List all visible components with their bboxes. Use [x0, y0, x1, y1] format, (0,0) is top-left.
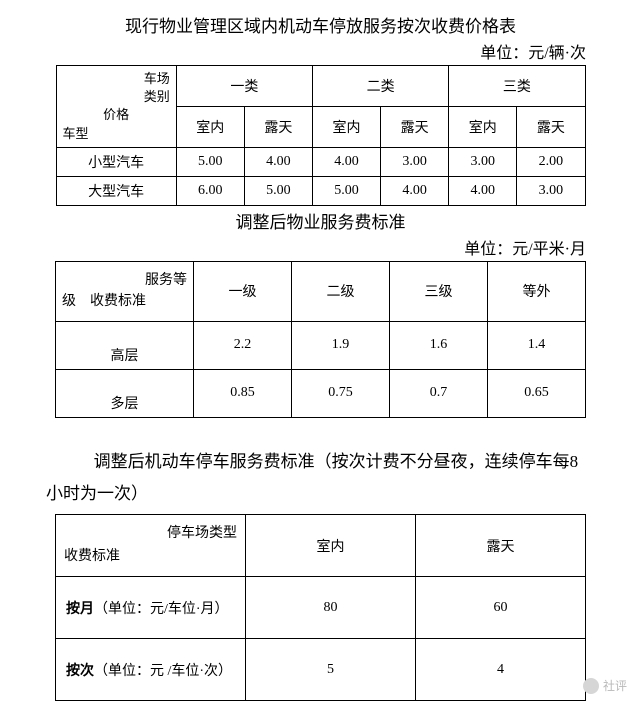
t1-row-label: 大型汽车 [56, 176, 176, 205]
t3-header: 室内 [246, 515, 416, 577]
t2-header: 三级 [390, 261, 488, 321]
t2-corner-top: 服务等 [145, 273, 187, 288]
t1-cell: 3.00 [381, 147, 449, 176]
table-row: 小型汽车 5.00 4.00 4.00 3.00 3.00 2.00 [56, 147, 585, 176]
t1-sub: 室内 [449, 106, 517, 147]
t1-cell: 2.00 [517, 147, 585, 176]
t3-label-strong: 按月 [66, 602, 94, 617]
t2-corner-bot-r: 收费标准 [90, 294, 146, 309]
t2-cell: 0.7 [390, 369, 488, 417]
table-row: 大型汽车 6.00 5.00 5.00 4.00 4.00 3.00 [56, 176, 585, 205]
t1-cell: 3.00 [517, 176, 585, 205]
t1-cell: 3.00 [449, 147, 517, 176]
t3-cell: 4 [416, 639, 586, 701]
t1-sub: 室内 [312, 106, 380, 147]
t1-sub: 室内 [176, 106, 244, 147]
table3-title: 调整后机动车停车服务费标准（按次计费不分昼夜，连续停车每8小时为一次） [20, 446, 621, 511]
watermark-text: 社评 [603, 677, 627, 694]
t1-cell: 4.00 [449, 176, 517, 205]
t3-row-label: 按月（单位：元/车位·月） [56, 577, 246, 639]
t1-cat-1: 一类 [176, 66, 312, 107]
table-row: 按次（单位：元 /车位·次） 5 4 [56, 639, 586, 701]
t1-cell: 5.00 [176, 147, 244, 176]
t2-corner: 服务等 级 收费标准 [56, 261, 194, 321]
t2-cell: 0.65 [488, 369, 586, 417]
t2-corner-bot-l: 级 [62, 294, 76, 309]
table2-unit: 单位：元/平米·月 [20, 235, 586, 259]
t2-header: 等外 [488, 261, 586, 321]
watermark: 社评 [583, 677, 627, 694]
t2-cell: 0.75 [292, 369, 390, 417]
t2-row-label: 高层 [56, 321, 194, 369]
t2-header: 二级 [292, 261, 390, 321]
t3-header: 露天 [416, 515, 586, 577]
t1-cell: 4.00 [381, 176, 449, 205]
t3-corner-top: 停车场类型 [167, 526, 237, 541]
table-row: 按月（单位：元/车位·月） 80 60 [56, 577, 586, 639]
t1-sub: 露天 [517, 106, 585, 147]
t3-row-label: 按次（单位：元 /车位·次） [56, 639, 246, 701]
t3-cell: 5 [246, 639, 416, 701]
table1-unit: 单位：元/辆·次 [20, 39, 586, 63]
t1-sub: 露天 [381, 106, 449, 147]
t2-cell: 2.2 [194, 321, 292, 369]
t1-cell: 4.00 [244, 147, 312, 176]
t1-corner-top: 车场 [144, 71, 170, 86]
table1-title: 现行物业管理区域内机动车停放服务按次收费价格表 [20, 12, 621, 37]
t1-cat-2: 二类 [312, 66, 448, 107]
t1-cell: 4.00 [312, 147, 380, 176]
t1-sub: 露天 [244, 106, 312, 147]
t1-cell: 6.00 [176, 176, 244, 205]
t1-row-label: 小型汽车 [56, 147, 176, 176]
t2-header: 一级 [194, 261, 292, 321]
t3-label-rest: （单位：元/车位·月） [94, 602, 229, 617]
table2-title: 调整后物业服务费标准 [20, 208, 621, 233]
t1-cat-3: 三类 [449, 66, 585, 107]
t2-cell: 0.85 [194, 369, 292, 417]
t2-cell: 1.6 [390, 321, 488, 369]
parking-adjusted-table: 停车场类型 收费标准 室内 露天 按月（单位：元/车位·月） 80 60 按次（… [55, 514, 586, 701]
t1-corner-mid: 价格 [103, 107, 129, 122]
t3-label-strong: 按次 [66, 664, 94, 679]
parking-current-table: 车场 类别 价格 车型 一类 二类 三类 室内 露天 室内 露天 室内 露天 小… [56, 65, 586, 206]
t3-cell: 80 [246, 577, 416, 639]
table-row: 高层 2.2 1.9 1.6 1.4 [56, 321, 586, 369]
t3-label-rest: （单位：元 /车位·次） [94, 664, 232, 679]
t2-cell: 1.4 [488, 321, 586, 369]
t3-corner-bot: 收费标准 [64, 549, 120, 564]
t1-corner: 车场 类别 价格 车型 [56, 66, 176, 148]
t1-corner-bot: 车型 [63, 126, 89, 141]
t1-cell: 5.00 [244, 176, 312, 205]
t1-cell: 5.00 [312, 176, 380, 205]
t2-row-label: 多层 [56, 369, 194, 417]
t2-cell: 1.9 [292, 321, 390, 369]
service-fee-table: 服务等 级 收费标准 一级 二级 三级 等外 高层 2.2 1.9 1.6 1.… [55, 261, 586, 418]
t1-corner-top2: 类别 [144, 89, 170, 104]
t3-corner: 停车场类型 收费标准 [56, 515, 246, 577]
wechat-icon [583, 678, 599, 694]
table-row: 多层 0.85 0.75 0.7 0.65 [56, 369, 586, 417]
t3-cell: 60 [416, 577, 586, 639]
